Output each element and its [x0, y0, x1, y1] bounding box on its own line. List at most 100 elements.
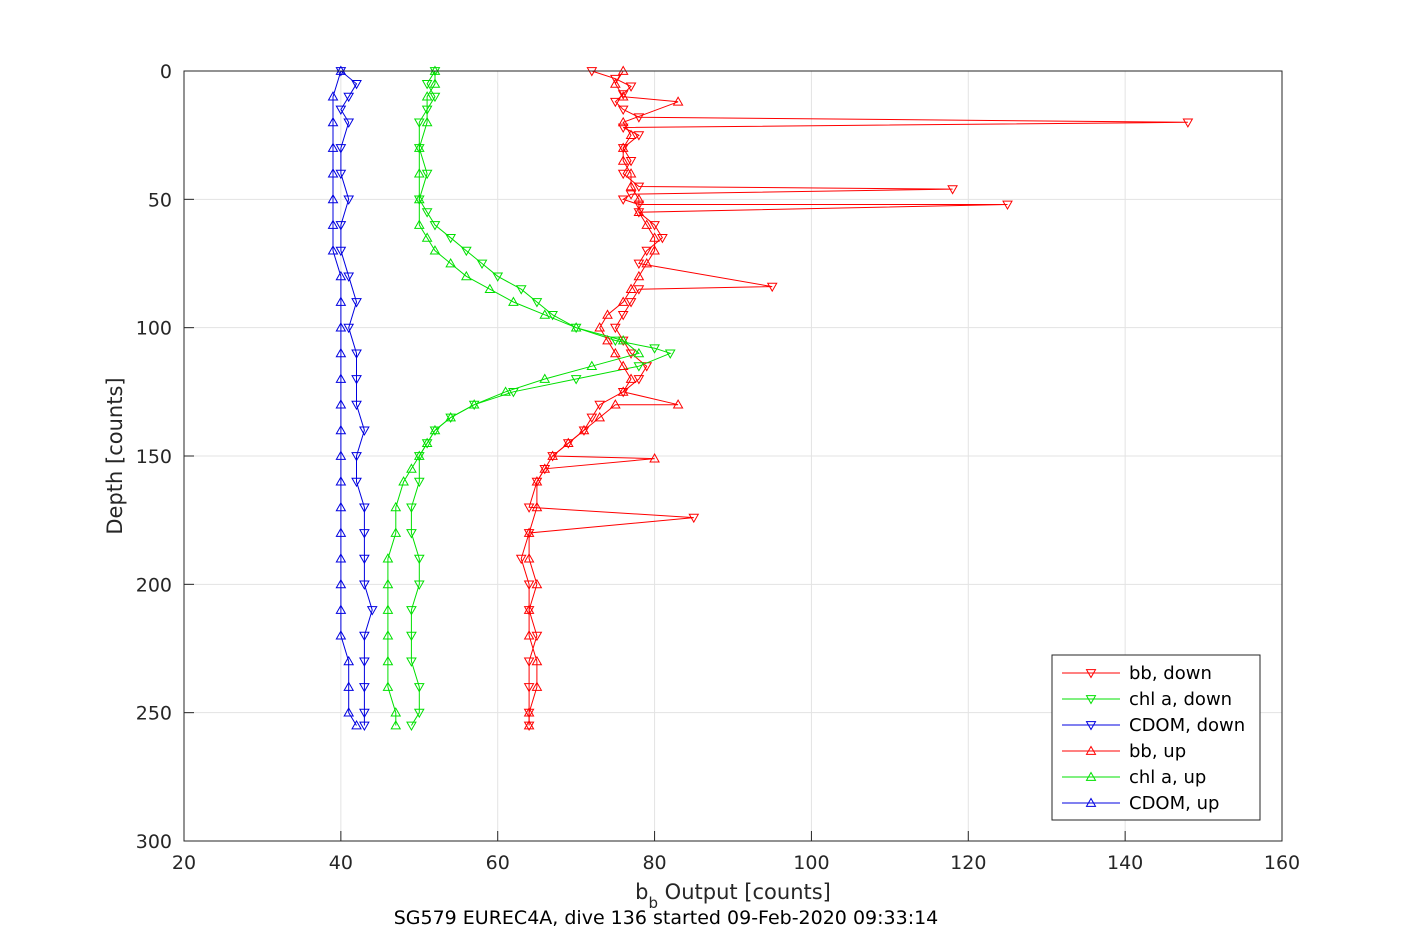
data-point-marker	[594, 322, 606, 332]
data-point-marker	[625, 283, 637, 294]
data-point-marker	[508, 387, 519, 398]
data-point-marker	[641, 246, 653, 257]
legend-label: CDOM, up	[1129, 793, 1219, 814]
series-line	[332, 70, 357, 726]
x-tick-label: 100	[793, 852, 829, 874]
data-point-marker	[523, 683, 535, 693]
data-point-marker	[421, 116, 433, 127]
data-point-marker	[625, 190, 637, 200]
data-point-marker	[468, 400, 480, 411]
data-point-marker	[609, 336, 621, 347]
data-point-marker	[523, 606, 535, 616]
series-3	[523, 65, 684, 730]
data-point-marker	[947, 185, 958, 195]
data-point-marker	[617, 65, 629, 75]
data-point-marker	[515, 554, 527, 565]
data-point-marker	[460, 246, 472, 257]
data-point-marker	[539, 463, 551, 473]
data-point-marker	[421, 91, 433, 101]
data-point-marker	[523, 527, 535, 537]
data-point-marker	[523, 630, 535, 640]
data-point-marker	[343, 655, 355, 666]
data-point-marker	[343, 195, 355, 205]
data-point-marker	[523, 503, 535, 513]
data-point-marker	[617, 116, 629, 127]
data-point-marker	[633, 182, 645, 193]
data-point-marker	[476, 259, 488, 270]
x-axis-ticks: 20 40 60 80 100 120 140 160	[172, 831, 1300, 874]
series-1	[406, 67, 676, 732]
data-point-marker	[531, 655, 543, 666]
data-point-marker	[539, 373, 551, 383]
data-point-marker	[335, 604, 347, 614]
data-point-marker	[390, 707, 402, 717]
y-axis-label: Depth [counts]	[103, 377, 127, 534]
data-point-marker	[468, 399, 480, 409]
series-2	[335, 67, 378, 732]
data-point-marker	[335, 169, 347, 180]
x-tick-label: 20	[172, 852, 196, 874]
data-point-marker	[335, 450, 347, 460]
data-point-marker	[617, 195, 629, 205]
y-tick-label: 100	[136, 318, 172, 340]
data-point-marker	[359, 708, 370, 719]
data-point-marker	[562, 439, 574, 449]
data-point-marker	[351, 349, 362, 359]
data-point-marker	[413, 168, 425, 178]
data-point-marker	[390, 719, 402, 730]
data-point-marker	[343, 681, 355, 691]
data-point-marker	[586, 360, 598, 371]
y-axis-ticks: 0 50 100 150 200 250 300	[136, 61, 194, 853]
data-point-marker	[421, 232, 433, 242]
data-point-marker	[523, 719, 535, 730]
data-point-marker	[523, 529, 535, 539]
data-point-marker	[547, 450, 558, 460]
data-point-marker	[586, 67, 598, 77]
data-point-marker	[539, 464, 551, 475]
legend-marker	[1085, 797, 1097, 807]
data-point-marker	[617, 360, 629, 371]
data-point-marker	[390, 501, 402, 512]
data-point-marker	[633, 131, 645, 141]
data-point-marker	[602, 334, 613, 345]
data-point-marker	[335, 296, 347, 306]
data-point-marker	[382, 578, 394, 589]
data-point-marker	[382, 681, 394, 691]
data-point-marker	[445, 233, 457, 244]
data-point-marker	[617, 386, 629, 396]
data-point-marker	[500, 386, 511, 396]
data-point-marker	[460, 270, 472, 281]
series-5	[327, 65, 362, 730]
data-point-marker	[633, 362, 645, 372]
data-point-marker	[657, 233, 668, 244]
data-point-marker	[413, 708, 425, 719]
data-point-marker	[641, 257, 653, 268]
data-point-marker	[570, 322, 582, 332]
data-point-marker	[359, 657, 370, 667]
series-4	[382, 65, 645, 730]
data-point-marker	[343, 272, 355, 282]
x-tick-label: 120	[950, 852, 986, 874]
data-point-marker	[523, 708, 535, 719]
data-point-marker	[531, 477, 543, 488]
data-point-marker	[429, 65, 441, 75]
data-point-marker	[429, 245, 441, 255]
data-point-marker	[398, 476, 409, 486]
data-point-marker	[617, 144, 629, 154]
data-point-marker	[547, 452, 558, 462]
data-point-marker	[327, 116, 339, 127]
data-point-marker	[406, 721, 417, 732]
data-point-marker	[343, 323, 355, 334]
data-point-marker	[413, 477, 425, 488]
data-point-marker	[413, 118, 425, 128]
data-point-marker	[413, 580, 425, 590]
data-point-marker	[335, 373, 347, 383]
plot-area-frame	[183, 70, 1283, 842]
y-tick-label: 200	[136, 574, 172, 596]
data-point-marker	[547, 310, 558, 321]
data-point-marker	[586, 413, 598, 424]
data-point-marker	[390, 527, 402, 537]
data-point-marker	[578, 424, 590, 435]
data-point-marker	[429, 426, 441, 436]
data-point-marker	[335, 630, 347, 640]
